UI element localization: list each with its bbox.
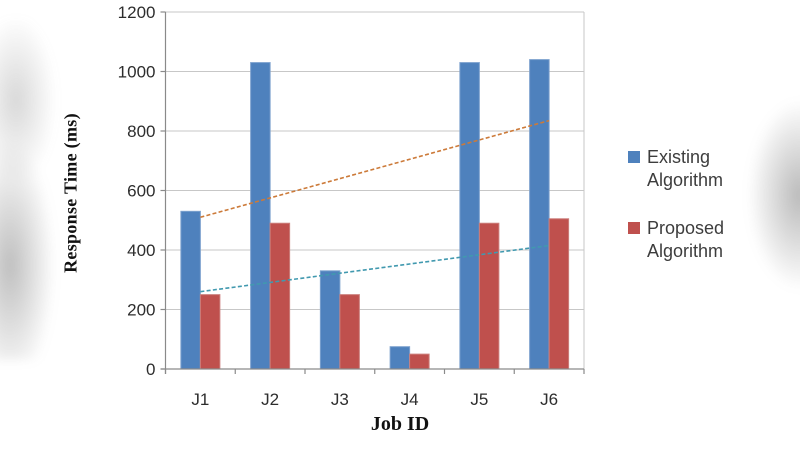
trendline-existing: [200, 119, 550, 219]
x-tick-label: J1: [191, 390, 209, 409]
bar-j6-proposed: [548, 218, 570, 370]
x-tick-label: J4: [401, 390, 419, 409]
y-tick-label: 400: [127, 241, 155, 260]
x-tick-label: J6: [540, 390, 558, 409]
x-tick-label: J3: [331, 390, 349, 409]
y-tick-label: 200: [127, 301, 155, 320]
bar-j1-existing: [180, 210, 201, 370]
x-tick-label: J2: [261, 390, 279, 409]
y-tick-label: 1200: [118, 3, 156, 22]
bar-j4-proposed: [409, 353, 430, 370]
bar-j2-existing: [250, 62, 271, 370]
bar-j4-existing: [389, 346, 411, 370]
x-axis-title: Job ID: [370, 413, 430, 435]
legend-label-existing: Existing Algorithm: [647, 147, 724, 190]
bar-j3-proposed: [339, 294, 360, 370]
legend-item-proposed: Proposed Algorithm: [628, 217, 733, 263]
legend: Existing Algorithm Proposed Algorithm: [628, 146, 733, 288]
bar-j3-existing: [319, 270, 341, 370]
bar-j6-existing: [529, 59, 550, 370]
x-tick-label: J5: [470, 390, 488, 409]
y-tick-label: 0: [146, 360, 155, 379]
bar-j1-proposed: [199, 294, 221, 370]
y-tick-label: 800: [127, 122, 155, 141]
y-tick-label: 600: [127, 182, 155, 201]
y-axis-title: Response Time (ms): [60, 113, 81, 273]
legend-swatch-proposed-icon: [628, 222, 640, 234]
legend-label-proposed: Proposed Algorithm: [647, 218, 725, 261]
legend-swatch-existing-icon: [628, 151, 640, 163]
bar-j5-proposed: [478, 222, 500, 370]
bar-j5-existing: [459, 62, 480, 370]
bar-j2-proposed: [269, 222, 291, 370]
trendline-proposed: [200, 244, 550, 293]
legend-item-existing: Existing Algorithm: [628, 146, 733, 192]
y-tick-label: 1000: [118, 63, 156, 82]
